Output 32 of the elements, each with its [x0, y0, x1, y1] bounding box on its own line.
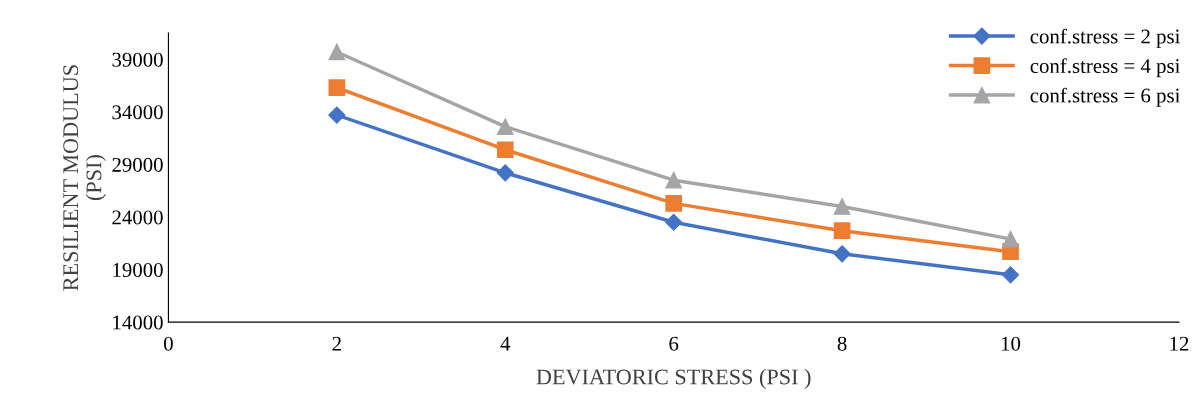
x-tick-label: 2 — [332, 336, 341, 351]
point — [665, 195, 683, 212]
x-axis-title: DEVIATORIC STRESS (PSI ) — [536, 368, 811, 389]
point — [496, 118, 514, 135]
y-tick-label: 39000 — [112, 52, 163, 67]
legend-label: conf.stress = 6 psi — [1030, 87, 1180, 107]
x-tick-label: 8 — [837, 336, 847, 351]
x-tick-label: 0 — [164, 336, 173, 351]
x-tick-label: 6 — [669, 336, 679, 351]
point — [665, 171, 683, 189]
point — [833, 245, 851, 263]
point — [496, 141, 514, 159]
y-tick-label: 24000 — [112, 210, 163, 225]
point — [1002, 230, 1019, 248]
x-tick-label: 12 — [1170, 336, 1189, 351]
y-tick-label: 14000 — [113, 315, 163, 330]
y-tick-label: 29000 — [112, 157, 163, 172]
x-tick-label: 4 — [500, 336, 511, 351]
y-tick-label: 34000 — [112, 105, 163, 120]
x-tick-label: 10 — [1001, 336, 1021, 351]
point — [833, 198, 851, 215]
y-tick-label: 19000 — [113, 262, 163, 278]
y-axis-title: RESILIENT MODULUS (PSI) — [63, 65, 106, 291]
legend-label: conf.stress = 4 psi — [1030, 58, 1180, 78]
point — [1001, 266, 1020, 284]
point — [328, 43, 346, 61]
point — [496, 164, 514, 182]
legend-label: conf.stress = 2 psi — [1030, 28, 1180, 48]
point — [665, 213, 683, 231]
point — [328, 79, 346, 97]
point — [833, 222, 851, 240]
point — [328, 106, 346, 124]
